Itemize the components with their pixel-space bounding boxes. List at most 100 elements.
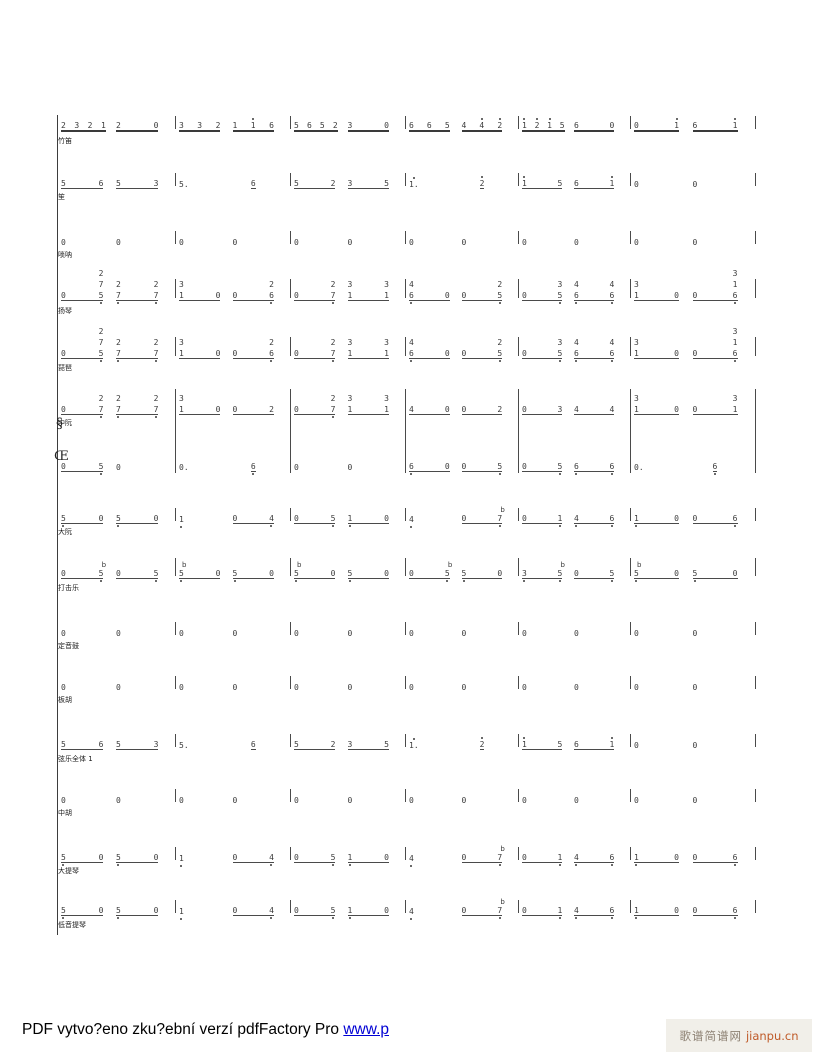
note-column: 0: [409, 796, 414, 805]
note-column: 0: [61, 683, 66, 692]
note-column: 0: [522, 291, 527, 300]
note-token: 2: [330, 179, 336, 188]
beat-group: 0: [693, 796, 698, 805]
octave-dot-below: [498, 360, 501, 362]
note-column: 6: [574, 740, 579, 749]
note-token: 1: [674, 118, 679, 130]
beat-group: 0: [462, 629, 467, 638]
note-column: 0: [233, 349, 238, 358]
note-token: 0: [634, 741, 639, 750]
note-column: 5: [557, 740, 562, 749]
note-column: 0: [693, 629, 698, 638]
instrument-label-bass: 低音提琴: [58, 921, 86, 929]
instrument-label-zhongruan: 中阮: [58, 419, 72, 427]
beat-group: 4: [409, 515, 414, 528]
note-token: 0: [232, 349, 238, 358]
note-column: 3: [197, 121, 202, 130]
note-column: 0: [674, 853, 679, 862]
note-token: 7: [331, 349, 335, 362]
octave-dot-below: [331, 416, 334, 418]
barline: [518, 508, 519, 521]
beat-group: 6 6 5: [409, 121, 450, 132]
note-token: 0: [330, 569, 336, 578]
note-token: 0: [61, 291, 66, 300]
barline: [290, 900, 291, 913]
note-token: 5.: [179, 741, 189, 750]
watermark-site-url[interactable]: jianpu.cn: [745, 1028, 799, 1043]
note-token: 6: [609, 462, 614, 475]
note-column: 6: [251, 740, 256, 749]
note-token: 4: [609, 280, 615, 289]
flat-sign: b: [560, 561, 565, 569]
note-token: 0: [409, 796, 414, 805]
note-token: 3: [732, 269, 738, 278]
octave-dot-below: [498, 864, 501, 866]
octave-dot-below: [734, 360, 737, 362]
note-column: 0: [693, 291, 698, 300]
barline: [630, 558, 631, 576]
pdffactory-link[interactable]: www.p: [343, 1021, 389, 1038]
note-token: 0: [522, 629, 527, 638]
note-column: 0: [348, 629, 353, 638]
note-column: 4: [479, 118, 484, 130]
note-token: 6: [609, 906, 614, 919]
note-token: 0: [98, 514, 104, 523]
note-column: 5: [331, 514, 335, 527]
note-column: 0: [61, 796, 66, 805]
note-token: 1: [522, 118, 527, 130]
octave-dot-below: [348, 580, 351, 582]
note-token: 0: [692, 514, 698, 523]
note-column: 5: [154, 569, 158, 582]
note-column: 0: [522, 906, 527, 915]
note-token: 0: [497, 569, 503, 578]
note-token: 0: [294, 629, 299, 638]
barline: [290, 847, 291, 860]
barline: [755, 558, 756, 576]
note-column: 2: [480, 737, 484, 749]
note-column: 0: [674, 569, 679, 578]
note-token: 4: [409, 907, 414, 920]
barline: [518, 900, 519, 913]
note-token: 5: [116, 514, 121, 527]
note-column: 0: [462, 405, 467, 414]
note-column: 0: [99, 853, 104, 862]
note-token: 0: [153, 906, 159, 915]
note-token: 0: [294, 291, 299, 300]
note-token: 2: [87, 121, 93, 130]
jianpu-watermark: 歌谱简谱网 jianpu.cn: [666, 1019, 812, 1052]
note-token: 0: [522, 238, 527, 247]
barline: [755, 389, 756, 473]
note-column: 0: [634, 238, 639, 247]
beat-group: 0 3 1 6: [692, 269, 738, 304]
note-column: 2: [535, 118, 539, 130]
octave-dot-below: [462, 580, 465, 582]
note-token: 3: [153, 179, 159, 188]
note-token: 5: [557, 349, 562, 362]
octave-dot-below: [410, 360, 413, 362]
note-column: 0: [348, 238, 353, 247]
note-token: 1: [347, 349, 353, 358]
beat-group: 0: [348, 796, 353, 805]
barline: [290, 279, 291, 298]
